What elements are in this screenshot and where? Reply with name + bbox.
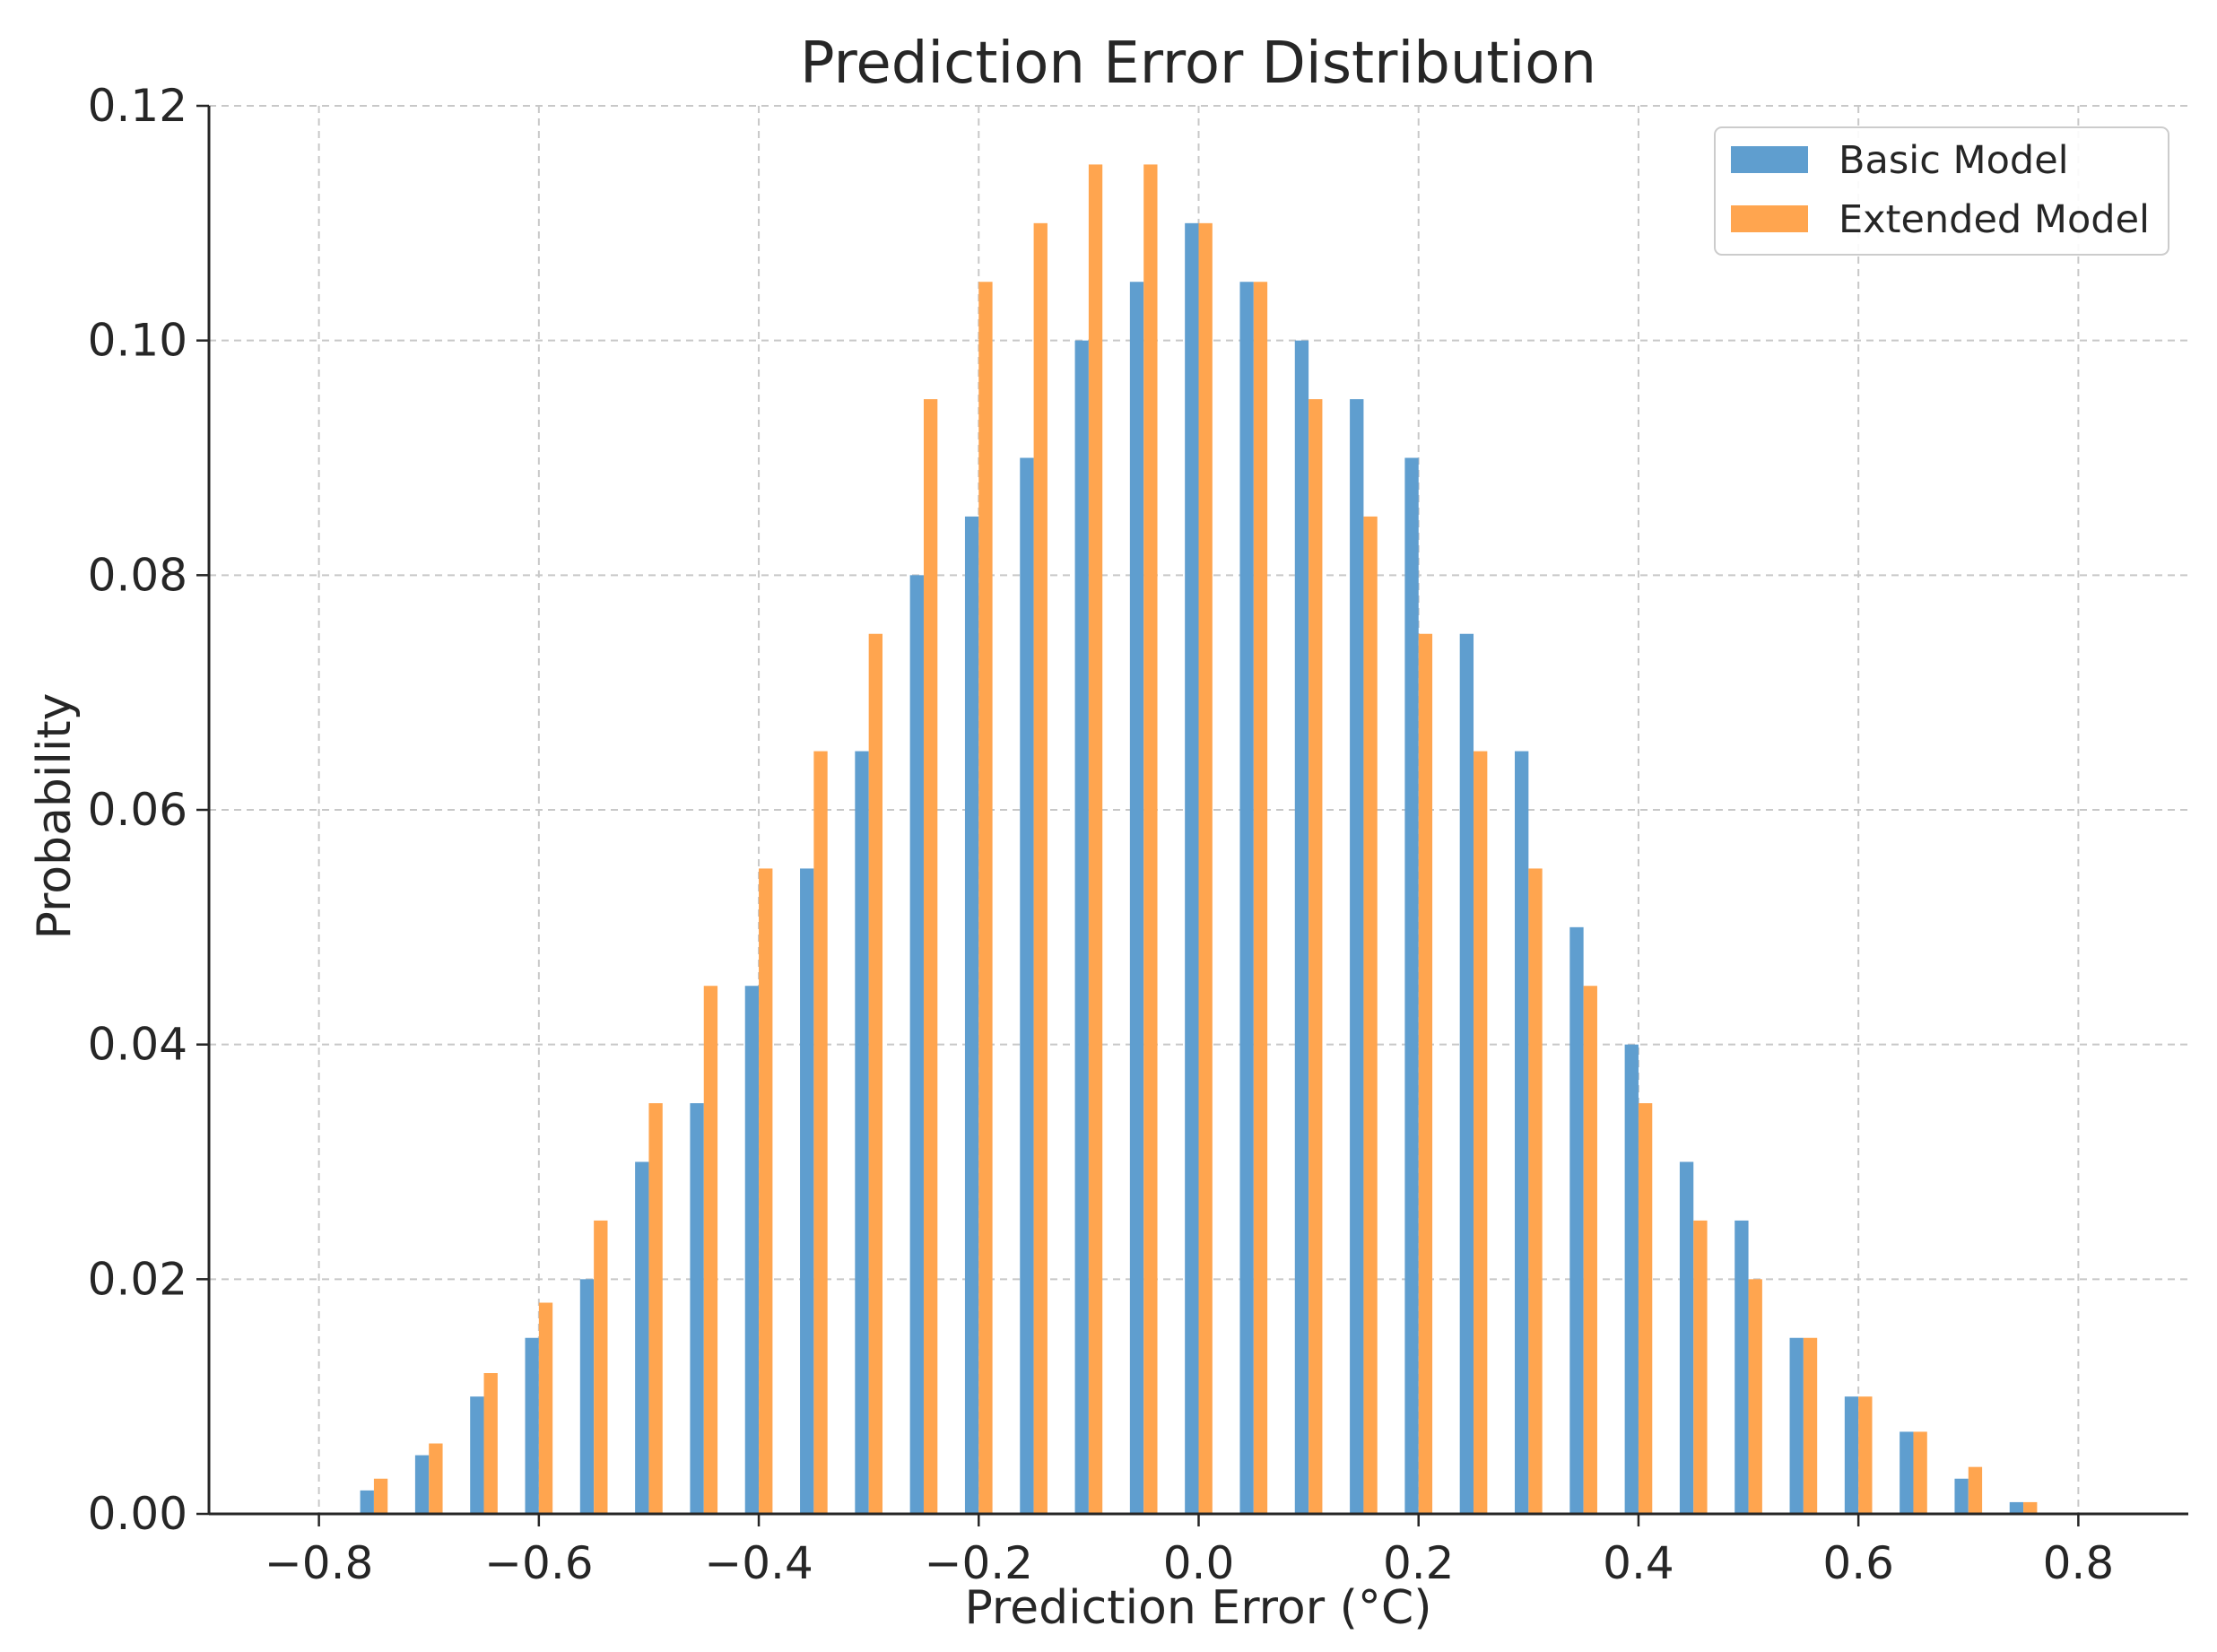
bar-extended-model <box>1803 1337 1818 1514</box>
y-axis-label: Probability <box>28 693 82 940</box>
bar-extended-model <box>373 1478 388 1514</box>
bar-extended-model <box>703 986 718 1514</box>
bar-basic-model <box>1020 457 1034 1514</box>
legend-label-basic-model: Basic Model <box>1839 138 2069 183</box>
bar-basic-model <box>855 751 869 1514</box>
bar-basic-model <box>1624 1044 1639 1514</box>
bar-extended-model <box>594 1220 608 1514</box>
bar-basic-model <box>690 1103 704 1514</box>
bar-extended-model <box>1308 399 1323 1514</box>
bars-layer <box>360 164 2038 1515</box>
bar-extended-model <box>1913 1431 1927 1514</box>
y-tick-label: 0.10 <box>88 315 187 367</box>
bar-basic-model <box>1900 1431 1914 1514</box>
bar-basic-model <box>800 868 814 1514</box>
bar-extended-model <box>2023 1501 2038 1514</box>
bar-basic-model <box>1129 282 1144 1514</box>
legend-label-extended-model: Extended Model <box>1839 197 2150 242</box>
bar-extended-model <box>1693 1220 1708 1514</box>
bar-extended-model <box>868 633 882 1514</box>
x-tick-label: −0.8 <box>265 1537 373 1589</box>
bar-basic-model <box>1459 633 1474 1514</box>
y-tick-label: 0.12 <box>88 80 187 132</box>
legend-box <box>1714 126 2169 256</box>
legend-swatch-basic-model <box>1731 146 1808 173</box>
bar-extended-model <box>1474 751 1488 1514</box>
bar-basic-model <box>744 986 760 1514</box>
y-tick-label: 0.00 <box>88 1488 187 1540</box>
bar-basic-model <box>1679 1161 1694 1514</box>
bar-basic-model <box>1350 399 1364 1514</box>
legend: Basic Model Extended Model <box>1714 126 2169 256</box>
bar-basic-model <box>1954 1478 1969 1514</box>
y-tick-label: 0.02 <box>88 1253 187 1305</box>
bar-extended-model <box>1088 164 1103 1515</box>
bar-basic-model <box>1404 457 1419 1514</box>
bar-basic-model <box>909 575 924 1515</box>
bar-extended-model <box>1528 868 1543 1514</box>
bar-extended-model <box>1033 222 1048 1514</box>
bar-extended-model <box>1968 1466 1983 1514</box>
bar-basic-model <box>525 1337 539 1514</box>
bar-basic-model <box>1734 1220 1749 1514</box>
x-tick-label: −0.4 <box>704 1537 813 1589</box>
bar-basic-model <box>2009 1501 2024 1514</box>
bar-basic-model <box>470 1396 484 1514</box>
bar-extended-model <box>483 1373 498 1514</box>
bar-extended-model <box>1253 282 1268 1514</box>
x-tick-label: 0.0 <box>1163 1537 1235 1589</box>
bar-extended-model <box>813 751 828 1514</box>
bar-basic-model <box>1789 1337 1804 1514</box>
bar-basic-model <box>964 516 979 1514</box>
bar-basic-model <box>1515 751 1529 1514</box>
bar-basic-model <box>1844 1396 1859 1514</box>
bar-extended-model <box>1638 1103 1653 1514</box>
bar-basic-model <box>1185 222 1199 1514</box>
bar-basic-model <box>1294 340 1309 1515</box>
bar-extended-model <box>1198 222 1213 1514</box>
bar-basic-model <box>1569 926 1584 1514</box>
x-tick-label: −0.6 <box>484 1537 593 1589</box>
bar-extended-model <box>429 1443 443 1514</box>
bar-extended-model <box>1858 1396 1873 1514</box>
bar-extended-model <box>1748 1279 1762 1514</box>
x-tick-label: 0.8 <box>2043 1537 2115 1589</box>
bar-basic-model <box>360 1490 374 1514</box>
bar-extended-model <box>978 282 993 1514</box>
x-tick-label: 0.2 <box>1383 1537 1455 1589</box>
bar-basic-model <box>1074 340 1089 1515</box>
bar-extended-model <box>759 868 773 1514</box>
bar-extended-model <box>538 1302 553 1514</box>
bar-extended-model <box>1143 164 1158 1515</box>
bar-extended-model <box>1583 986 1597 1514</box>
x-tick-label: −0.2 <box>925 1537 1033 1589</box>
bar-basic-model <box>414 1455 430 1514</box>
x-tick-label: 0.6 <box>1822 1537 1894 1589</box>
chart-title: Prediction Error Distribution <box>800 30 1596 97</box>
bar-extended-model <box>1418 633 1433 1514</box>
bar-basic-model <box>635 1161 649 1514</box>
x-tick-label: 0.4 <box>1603 1537 1674 1589</box>
bar-extended-model <box>923 399 938 1514</box>
ticks-layer: −0.8 −0.6 −0.4 −0.2 0.0 0.2 0.4 0.6 0.8 0.00 0.02 0… <box>88 80 2114 1589</box>
bar-extended-model <box>648 1103 663 1514</box>
x-axis-label: Prediction Error (°C) <box>964 1581 1431 1635</box>
y-tick-label: 0.08 <box>88 549 187 601</box>
bar-basic-model <box>1239 282 1254 1514</box>
y-tick-label: 0.04 <box>88 1019 187 1071</box>
bar-basic-model <box>579 1279 595 1514</box>
legend-swatch-extended-model <box>1731 205 1808 232</box>
bar-extended-model <box>1363 516 1378 1514</box>
y-tick-label: 0.06 <box>88 784 187 836</box>
